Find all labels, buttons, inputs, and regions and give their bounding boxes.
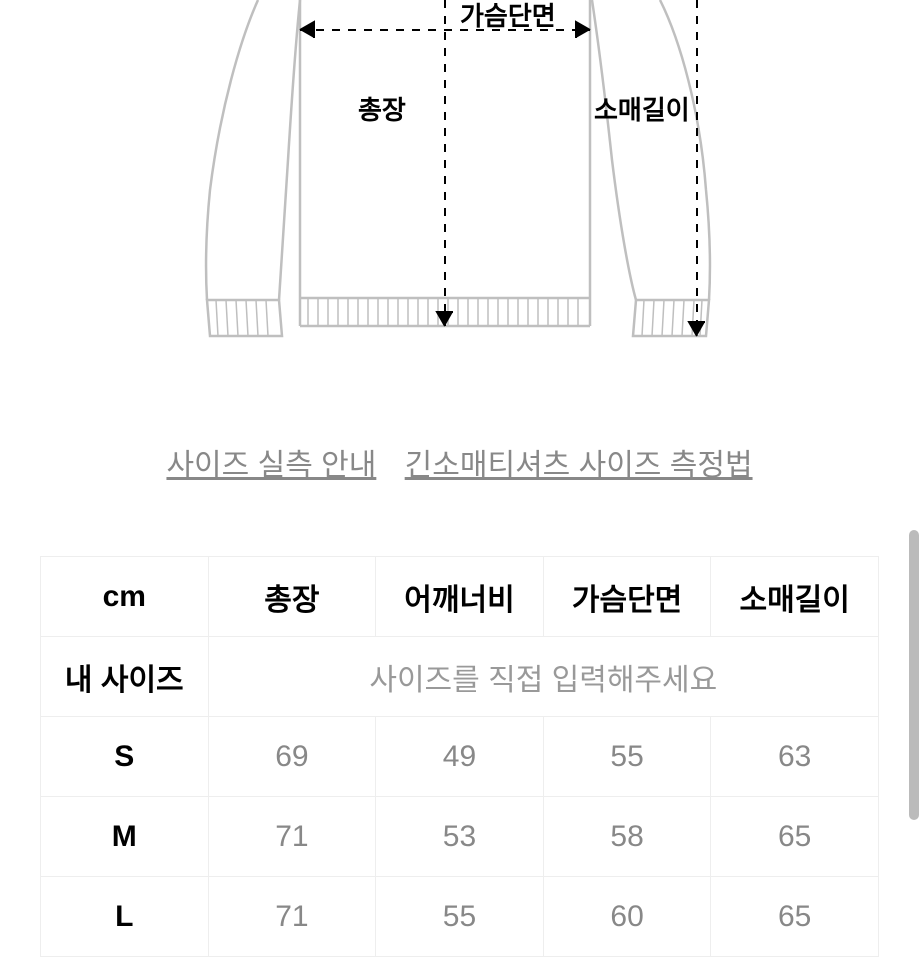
size-table-wrap: cm 총장 어깨너비 가슴단면 소매길이 내 사이즈 사이즈를 직접 입력해주세… — [0, 556, 919, 957]
table-row: M 71 53 58 65 — [41, 797, 879, 877]
garment-outline-svg — [0, 0, 919, 360]
col-header: 소매길이 — [711, 557, 879, 637]
diagram-label-sleeve: 소매길이 — [594, 90, 690, 127]
size-val: 49 — [376, 717, 544, 797]
size-val: 65 — [711, 877, 879, 957]
my-size-row[interactable]: 내 사이즈 사이즈를 직접 입력해주세요 — [41, 637, 879, 717]
my-size-placeholder[interactable]: 사이즈를 직접 입력해주세요 — [208, 637, 878, 717]
scrollbar[interactable] — [909, 530, 919, 820]
size-val: 69 — [208, 717, 376, 797]
size-label: M — [41, 797, 209, 877]
size-val: 58 — [543, 797, 711, 877]
size-label: L — [41, 877, 209, 957]
table-row: L 71 55 60 65 — [41, 877, 879, 957]
diagram-label-chest: 가슴단면 — [460, 0, 556, 33]
unit-header: cm — [41, 557, 209, 637]
size-diagram: 가슴단면 총장 소매길이 — [0, 0, 919, 360]
size-val: 60 — [543, 877, 711, 957]
size-val: 55 — [376, 877, 544, 957]
size-table: cm 총장 어깨너비 가슴단면 소매길이 내 사이즈 사이즈를 직접 입력해주세… — [40, 556, 879, 957]
size-links: 사이즈 실측 안내 긴소매티셔츠 사이즈 측정법 — [0, 440, 919, 484]
size-val: 71 — [208, 797, 376, 877]
size-val: 63 — [711, 717, 879, 797]
table-header-row: cm 총장 어깨너비 가슴단면 소매길이 — [41, 557, 879, 637]
col-header: 총장 — [208, 557, 376, 637]
table-row: S 69 49 55 63 — [41, 717, 879, 797]
diagram-label-length: 총장 — [358, 90, 406, 127]
size-guide-link[interactable]: 사이즈 실측 안내 — [166, 449, 376, 482]
col-header: 어깨너비 — [376, 557, 544, 637]
size-val: 65 — [711, 797, 879, 877]
size-label: S — [41, 717, 209, 797]
my-size-label: 내 사이즈 — [41, 637, 209, 717]
size-val: 55 — [543, 717, 711, 797]
size-method-link[interactable]: 긴소매티셔츠 사이즈 측정법 — [405, 449, 753, 482]
size-val: 71 — [208, 877, 376, 957]
col-header: 가슴단면 — [543, 557, 711, 637]
size-val: 53 — [376, 797, 544, 877]
